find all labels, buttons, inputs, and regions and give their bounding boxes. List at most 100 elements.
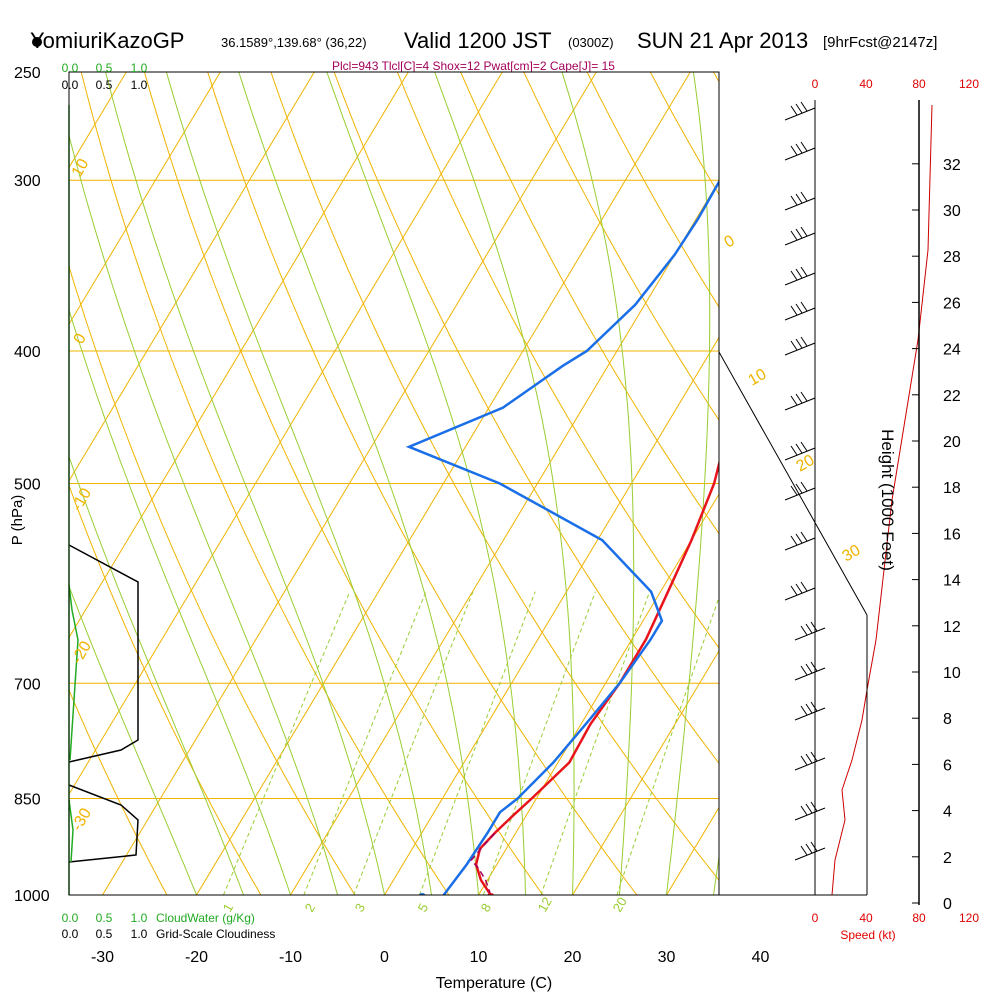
- wind-barb: [794, 627, 826, 641]
- wind-barb: [784, 447, 816, 461]
- wind-barb-feather: [790, 270, 798, 281]
- height-tick-label: 18: [943, 480, 961, 497]
- wind-barb-feather: [795, 533, 803, 544]
- wind-barb: [784, 397, 816, 411]
- plot-border: [68, 71, 720, 896]
- wind-barb-feather: [800, 441, 808, 452]
- isotherm-label: 0: [71, 331, 90, 347]
- isotherm-line: [102, 72, 597, 895]
- isotherm-label: 30: [840, 542, 864, 566]
- height-tick-label: 0: [943, 896, 952, 913]
- dry-adiabat: [825, 48, 1000, 924]
- isotherm-line: [855, 72, 1000, 895]
- cloudwater-tick-bottom: 0.5: [96, 911, 113, 925]
- pressure-tick-label: 400: [14, 344, 41, 361]
- wind-barb-feather: [805, 753, 813, 764]
- cloudiness-tick-bottom: 0.0: [62, 927, 79, 941]
- isotherm-line: [384, 336, 719, 895]
- wind-barb-feather: [790, 445, 798, 456]
- surface-temperature-point: [487, 893, 495, 895]
- mixing-ratio-label: 8: [478, 901, 495, 915]
- mixing-ratio-label: 20: [610, 894, 630, 914]
- dry-adiabat: [143, 72, 544, 895]
- dry-adiabat: [69, 689, 168, 895]
- pressure-tick-label: 1000: [14, 888, 50, 905]
- wind-barb-feather: [795, 228, 803, 239]
- wind-barb-feather: [790, 105, 798, 116]
- height-tick-label: 16: [943, 526, 961, 543]
- speed-tick-label-bottom: 0: [812, 911, 819, 925]
- speed-tick-label-top: 40: [859, 77, 873, 91]
- moist-adiabat: [165, 72, 432, 895]
- wind-barb-feather: [795, 338, 803, 349]
- speed-tick-label-top: 120: [959, 77, 979, 91]
- wind-profile: [784, 101, 933, 896]
- stability-indices: Plcl=943 Tlcl[C]=4 Shox=12 Pwat[cm]=2 Ca…: [332, 59, 615, 73]
- wind-barb-feather: [795, 143, 803, 154]
- wind-barb-feather: [800, 845, 808, 856]
- wind-barb-feather: [800, 481, 808, 492]
- cloudiness-label: Grid-Scale Cloudiness: [156, 927, 275, 941]
- dry-adiabat: [396, 72, 719, 649]
- mixing-ratio-line: [616, 595, 719, 895]
- title-coords: 36.1589°,139.68° (36,22): [221, 35, 367, 50]
- height-tick-label: 28: [943, 249, 961, 266]
- wind-barb-feather: [805, 803, 813, 814]
- wind-barb: [784, 342, 816, 356]
- mixing-ratio-line: [353, 591, 474, 895]
- wind-barb-feather: [790, 585, 798, 596]
- temperature-tick-label: -20: [185, 949, 208, 966]
- dry-adiabat: [523, 72, 719, 421]
- isotherm-line: [572, 649, 719, 895]
- wind-barb-feather: [790, 230, 798, 241]
- wind-barb-feather: [810, 801, 818, 812]
- mixing-ratio-label: 2: [302, 901, 319, 915]
- wind-barb-feather: [800, 141, 808, 152]
- moist-adiabat: [105, 72, 385, 895]
- moist-adiabat: [434, 72, 575, 895]
- cloudiness-tick-top: 1.0: [131, 78, 148, 92]
- dry-adiabat: [586, 72, 719, 309]
- wind-barb: [784, 147, 816, 161]
- pressure-tick-label: 500: [14, 477, 41, 494]
- wind-speed-line: [831, 104, 933, 896]
- parcel-trace: [470, 832, 496, 895]
- wind-barb-feather: [795, 193, 803, 204]
- height-tick-label: 20: [943, 434, 961, 451]
- wind-barb-feather: [800, 705, 808, 716]
- speed-axis-label: Speed (kt): [840, 928, 895, 942]
- speed-tick-label-top: 0: [812, 77, 819, 91]
- isotherm-label: 10: [69, 156, 93, 180]
- wind-barb: [784, 307, 816, 321]
- wind-panel-edge: [718, 351, 868, 616]
- wind-barb: [784, 197, 816, 211]
- height-tick-label: 6: [943, 757, 952, 774]
- cloudwater-tick-top: 1.0: [131, 61, 148, 75]
- mixing-ratio-label: 5: [415, 901, 432, 915]
- height-tick-label: 24: [943, 342, 961, 359]
- cloudwater-tick-top: 0.5: [96, 61, 113, 75]
- moist-adiabat: [69, 308, 291, 895]
- pressure-tick-label: 300: [14, 173, 41, 190]
- isotherm-line: [69, 72, 315, 482]
- temperature-tick-label: -30: [91, 949, 114, 966]
- title-zulu: (0300Z): [568, 35, 614, 50]
- wind-barb-feather: [800, 665, 808, 676]
- wind-barb-feather: [800, 101, 808, 112]
- wind-barb-feather: [795, 268, 803, 279]
- height-tick-label: 12: [943, 619, 961, 636]
- cloudwater-tick-top: 0.0: [62, 61, 79, 75]
- chart-frame: [68, 71, 920, 905]
- mixing-ratio-line: [223, 591, 351, 895]
- wind-barb-feather: [810, 751, 818, 762]
- wind-barb-feather: [810, 621, 818, 632]
- height-axis-label: Height (1000 Feet): [878, 429, 897, 571]
- wind-barb: [784, 107, 816, 121]
- wind-barb-feather: [795, 583, 803, 594]
- cloudiness-tick-bottom: 1.0: [131, 927, 148, 941]
- wind-barb-feather: [790, 305, 798, 316]
- dry-adiabat: [80, 72, 450, 895]
- wind-barb-feather: [795, 103, 803, 114]
- wind-barb-feather: [795, 303, 803, 314]
